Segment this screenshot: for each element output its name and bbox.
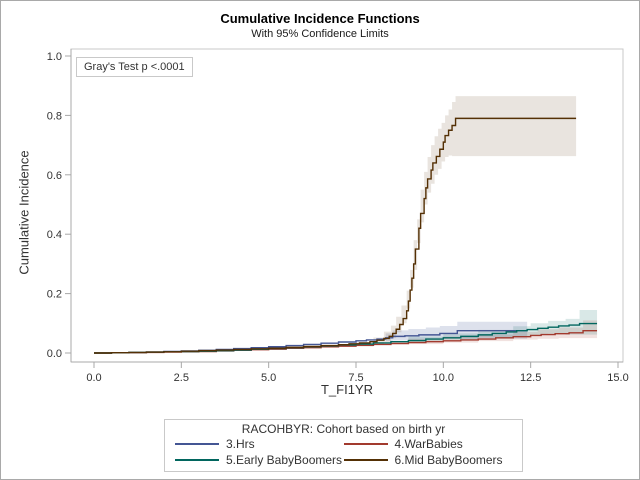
- y-axis-title: Cumulative Incidence: [16, 150, 32, 275]
- plot-area: 0.0 2.5 5.0 7.5 10.0 12.5 15.0 0.0 0.2 0.4 0.6 0.8 1…: [47, 48, 629, 384]
- line-sample-red: [343, 443, 388, 445]
- svg-text:2.5: 2.5: [174, 372, 189, 384]
- legend-item-early-babyboomers: 5.Early BabyBoomers: [175, 453, 344, 467]
- chart-title: Cumulative Incidence Functions: [220, 11, 420, 26]
- svg-text:0.6: 0.6: [47, 170, 62, 182]
- line-sample-blue: [175, 443, 219, 445]
- x-axis-title: T_FI1YR: [320, 382, 373, 397]
- line-sample-brown: [343, 459, 388, 461]
- svg-text:0.0: 0.0: [86, 372, 101, 384]
- chart-subtitle: With 95% Confidence Limits: [251, 28, 389, 40]
- svg-text:12.5: 12.5: [520, 372, 541, 384]
- svg-text:7.5: 7.5: [348, 372, 363, 384]
- legend-item-mid-babyboomers: 6.Mid BabyBoomers: [343, 453, 513, 467]
- legend-label: 5.Early BabyBoomers: [226, 453, 343, 467]
- svg-text:1.0: 1.0: [47, 51, 62, 63]
- legend-items: 3.Hrs 4.WarBabies 5.Early BabyBoomers 6.…: [165, 437, 522, 467]
- legend-item-warbabies: 4.WarBabies: [343, 437, 513, 451]
- svg-text:5.0: 5.0: [261, 372, 276, 384]
- svg-text:0.8: 0.8: [47, 110, 62, 122]
- legend: RACOHBYR: Cohort based on birth yr 3.Hrs…: [164, 419, 523, 472]
- legend-label: 6.Mid BabyBoomers: [394, 453, 503, 467]
- legend-label: 3.Hrs: [226, 437, 255, 451]
- legend-label: 4.WarBabies: [394, 437, 463, 451]
- grays-test-annotation: Gray's Test p <.0001: [76, 57, 193, 77]
- svg-text:0.0: 0.0: [47, 348, 62, 360]
- svg-text:0.2: 0.2: [47, 289, 62, 301]
- svg-text:15.0: 15.0: [607, 372, 628, 384]
- line-sample-teal: [175, 459, 219, 461]
- svg-text:10.0: 10.0: [433, 372, 454, 384]
- svg-text:0.4: 0.4: [47, 229, 62, 241]
- legend-item-hrs: 3.Hrs: [175, 437, 344, 451]
- legend-title: RACOHBYR: Cohort based on birth yr: [241, 422, 446, 436]
